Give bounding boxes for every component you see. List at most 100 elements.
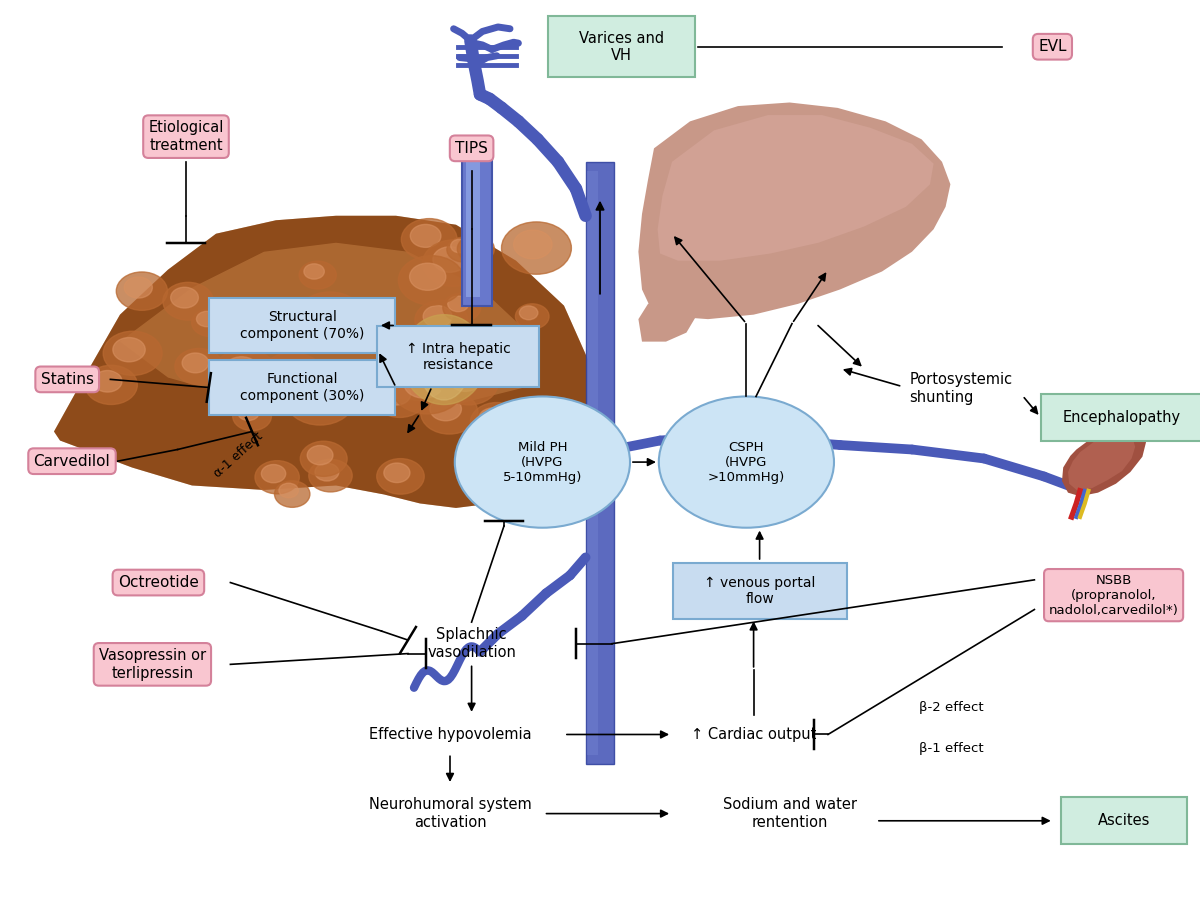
Circle shape [384, 463, 410, 483]
Circle shape [409, 263, 446, 290]
FancyBboxPatch shape [673, 563, 847, 619]
Circle shape [446, 237, 480, 262]
Circle shape [398, 255, 464, 305]
PathPatch shape [120, 243, 528, 405]
Circle shape [270, 360, 307, 387]
Circle shape [113, 337, 145, 361]
Circle shape [457, 235, 494, 263]
Text: Neurohumoral system
activation: Neurohumoral system activation [368, 797, 532, 830]
Circle shape [514, 230, 552, 259]
Circle shape [254, 460, 299, 494]
Circle shape [1094, 415, 1102, 421]
Circle shape [300, 441, 347, 476]
Circle shape [230, 328, 253, 345]
Text: NSBB
(propranolol,
nadolol,carvedilol*): NSBB (propranolol, nadolol,carvedilol*) [1049, 574, 1178, 617]
Circle shape [1079, 417, 1093, 428]
Circle shape [1112, 420, 1127, 431]
Text: α-1 effect: α-1 effect [211, 430, 266, 480]
Ellipse shape [402, 315, 486, 405]
Circle shape [502, 472, 534, 496]
Circle shape [286, 373, 355, 425]
Text: Sodium and water
rentention: Sodium and water rentention [722, 797, 857, 830]
Circle shape [449, 368, 481, 391]
Circle shape [103, 331, 162, 376]
Circle shape [422, 240, 485, 287]
Text: TIPS: TIPS [455, 141, 488, 156]
Circle shape [424, 306, 452, 327]
Circle shape [377, 458, 425, 494]
Circle shape [659, 396, 834, 528]
PathPatch shape [54, 216, 588, 508]
Circle shape [262, 465, 286, 483]
Circle shape [223, 357, 259, 384]
Text: Varices and
VH: Varices and VH [580, 31, 664, 63]
Ellipse shape [420, 337, 468, 400]
Text: ↑ venous portal
flow: ↑ venous portal flow [704, 575, 815, 606]
Circle shape [494, 424, 522, 446]
Circle shape [278, 314, 308, 337]
Text: Effective hypovolemia: Effective hypovolemia [368, 727, 532, 742]
Circle shape [275, 481, 310, 507]
Ellipse shape [462, 145, 492, 161]
Text: Functional
component (30%): Functional component (30%) [240, 372, 365, 403]
Circle shape [175, 349, 223, 385]
Text: Octreotide: Octreotide [118, 575, 199, 590]
Circle shape [1116, 423, 1123, 428]
Circle shape [224, 325, 266, 356]
Circle shape [298, 381, 336, 410]
PathPatch shape [587, 171, 598, 755]
Circle shape [1085, 428, 1099, 439]
Text: Structural
component (70%): Structural component (70%) [240, 310, 365, 341]
Circle shape [296, 292, 364, 343]
Text: Ascites: Ascites [1098, 814, 1151, 828]
PathPatch shape [586, 162, 614, 764]
FancyBboxPatch shape [1062, 797, 1188, 844]
Circle shape [85, 365, 137, 405]
Circle shape [1097, 426, 1111, 437]
Text: Vasopressin or
terlipressin: Vasopressin or terlipressin [98, 648, 206, 681]
Circle shape [1091, 413, 1105, 423]
Circle shape [259, 352, 325, 403]
Circle shape [238, 405, 259, 421]
Circle shape [448, 296, 468, 312]
Circle shape [492, 466, 551, 510]
Circle shape [520, 306, 538, 320]
Circle shape [1106, 415, 1114, 421]
Circle shape [415, 300, 468, 340]
Circle shape [1100, 429, 1108, 434]
Text: EVL: EVL [1038, 40, 1067, 54]
PathPatch shape [1075, 411, 1126, 441]
Circle shape [516, 304, 550, 329]
Circle shape [486, 420, 538, 458]
Circle shape [125, 277, 152, 298]
Circle shape [197, 311, 217, 326]
Circle shape [484, 439, 539, 480]
Circle shape [299, 261, 336, 289]
Circle shape [278, 483, 299, 498]
Text: β-2 effect: β-2 effect [919, 701, 984, 714]
Circle shape [433, 246, 467, 272]
FancyBboxPatch shape [377, 326, 540, 387]
PathPatch shape [1062, 424, 1146, 496]
Circle shape [502, 414, 558, 456]
Circle shape [430, 397, 462, 421]
Text: Encephalopathy: Encephalopathy [1063, 410, 1181, 424]
Text: Portosystemic
shunting: Portosystemic shunting [910, 372, 1013, 405]
Circle shape [206, 359, 254, 394]
Circle shape [455, 396, 630, 528]
Circle shape [94, 370, 122, 392]
Text: ↑ Intra hepatic
resistance: ↑ Intra hepatic resistance [406, 342, 511, 372]
Text: Etiological
treatment: Etiological treatment [149, 120, 223, 153]
Text: β-1 effect: β-1 effect [919, 743, 984, 755]
Circle shape [307, 299, 346, 328]
Circle shape [192, 308, 229, 336]
Text: Splachnic
vasodilation: Splachnic vasodilation [427, 628, 516, 660]
FancyBboxPatch shape [209, 298, 396, 353]
PathPatch shape [1068, 431, 1135, 491]
Text: Mild PH
(HVPG
5-10mmHg): Mild PH (HVPG 5-10mmHg) [503, 441, 582, 484]
Circle shape [270, 308, 325, 350]
Circle shape [1103, 413, 1117, 423]
PathPatch shape [54, 216, 588, 508]
PathPatch shape [638, 102, 950, 319]
Circle shape [402, 342, 437, 367]
